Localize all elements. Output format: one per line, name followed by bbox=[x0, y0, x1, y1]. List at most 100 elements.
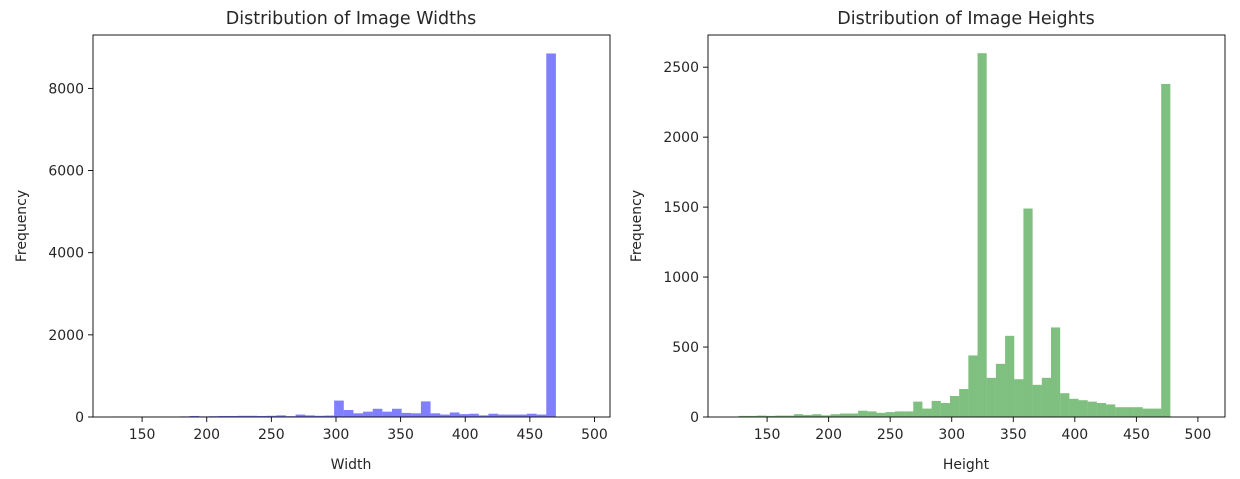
histogram-bar bbox=[228, 415, 238, 417]
histogram-bar bbox=[498, 414, 508, 417]
histogram-bar bbox=[266, 415, 277, 417]
histogram-bar bbox=[334, 400, 344, 417]
histogram-bar bbox=[449, 412, 460, 417]
histogram-bar bbox=[968, 355, 978, 417]
y-axis-label: Frequency bbox=[629, 190, 645, 262]
histogram-bar bbox=[738, 415, 748, 417]
histogram-bar bbox=[546, 53, 556, 417]
histogram-bar bbox=[894, 411, 905, 417]
histogram-bar bbox=[986, 377, 996, 417]
histogram-bar bbox=[1005, 335, 1015, 417]
x-tick-label: 400 bbox=[452, 427, 479, 443]
y-tick-label: 8000 bbox=[48, 81, 84, 97]
y-tick-label: 2500 bbox=[663, 60, 699, 76]
histogram-bar bbox=[1069, 398, 1079, 417]
x-tick-label: 250 bbox=[258, 427, 285, 443]
y-tick-label: 2000 bbox=[48, 328, 84, 344]
histogram-bar bbox=[830, 414, 840, 417]
x-tick-label: 350 bbox=[387, 427, 414, 443]
histogram-bar bbox=[1014, 379, 1024, 417]
histogram-bar bbox=[536, 414, 547, 417]
histogram-bar bbox=[430, 413, 441, 417]
x-tick-label: 450 bbox=[1123, 427, 1150, 443]
histogram-bar bbox=[372, 408, 383, 417]
y-tick-label: 500 bbox=[672, 340, 699, 356]
histogram-bar bbox=[324, 415, 335, 417]
histogram-bar bbox=[257, 415, 267, 417]
histogram-bar bbox=[401, 412, 412, 417]
y-tick-label: 0 bbox=[690, 410, 699, 426]
histogram-bar bbox=[757, 415, 767, 417]
y-tick-label: 1000 bbox=[663, 270, 699, 286]
x-tick-label: 500 bbox=[581, 427, 608, 443]
y-tick-label: 2000 bbox=[663, 130, 699, 146]
histogram-bar bbox=[1023, 208, 1033, 417]
x-tick-label: 350 bbox=[1000, 427, 1027, 443]
histogram-bar bbox=[1032, 384, 1042, 417]
histogram-bar bbox=[1060, 393, 1070, 417]
histogram-bar bbox=[295, 414, 306, 417]
y-axis-ticks: 0 500 1000 1500 2000 2500 bbox=[663, 60, 708, 426]
histogram-bar bbox=[420, 401, 431, 417]
histogram-bar bbox=[876, 412, 886, 417]
histogram-bar bbox=[276, 415, 286, 417]
histogram-bar bbox=[1142, 408, 1152, 417]
histogram-bar bbox=[839, 413, 849, 417]
x-axis-label: Width bbox=[331, 457, 372, 473]
histogram-bar bbox=[469, 413, 479, 417]
histogram-bar bbox=[305, 415, 315, 417]
histogram-bar bbox=[821, 415, 831, 417]
histogram-bar bbox=[392, 408, 402, 417]
histogram-bar bbox=[1124, 407, 1134, 417]
histogram-bar bbox=[218, 415, 229, 417]
x-tick-label: 300 bbox=[323, 427, 350, 443]
histogram-bar bbox=[1152, 408, 1162, 417]
histogram-bar bbox=[885, 412, 895, 417]
histogram-bar bbox=[1133, 407, 1143, 417]
histogram-bar bbox=[812, 414, 822, 417]
histogram-bar bbox=[1078, 400, 1088, 417]
x-tick-label: 400 bbox=[1061, 427, 1088, 443]
histogram-bar bbox=[940, 403, 950, 417]
histogram-bar bbox=[931, 400, 941, 417]
histogram-bar bbox=[1087, 401, 1097, 417]
histogram-bar bbox=[1041, 377, 1051, 417]
histogram-bar bbox=[314, 415, 325, 417]
histogram-bar bbox=[803, 414, 813, 417]
histogram-bar bbox=[775, 415, 785, 417]
y-axis-ticks: 0 2000 4000 6000 8000 bbox=[48, 81, 93, 426]
histogram-bar bbox=[1096, 403, 1107, 417]
histogram-bar bbox=[517, 414, 527, 417]
x-tick-label: 500 bbox=[1185, 427, 1212, 443]
histogram-bar bbox=[913, 401, 923, 417]
x-axis-ticks: 150 200 250 300 350 400 450 500 bbox=[129, 417, 608, 443]
histogram-bar bbox=[507, 414, 518, 417]
plot-frame bbox=[92, 34, 611, 418]
histogram-bar bbox=[247, 415, 258, 417]
histogram-bar bbox=[459, 414, 470, 417]
y-tick-label: 6000 bbox=[48, 164, 84, 180]
chart-title: Distribution of Image Heights bbox=[837, 9, 1094, 29]
x-tick-label: 200 bbox=[193, 427, 220, 443]
histogram-bar bbox=[382, 411, 392, 417]
histogram-bar bbox=[1106, 404, 1116, 417]
histogram-bar bbox=[353, 413, 364, 417]
y-axis-label: Frequency bbox=[14, 190, 30, 262]
histogram-bar bbox=[1115, 407, 1125, 417]
width-histogram: Distribution of Image Widths 150 200 250 30… bbox=[14, 9, 611, 473]
x-tick-label: 300 bbox=[938, 427, 965, 443]
x-axis-label: Height bbox=[943, 457, 990, 473]
histogram-bar bbox=[1050, 327, 1061, 417]
x-tick-label: 250 bbox=[877, 427, 904, 443]
histogram-bar bbox=[977, 53, 987, 417]
x-axis-ticks: 150 200 250 300 350 400 450 500 bbox=[754, 417, 1212, 443]
histogram-bar bbox=[189, 415, 200, 417]
y-tick-label: 1500 bbox=[663, 200, 699, 216]
height-histogram: Distribution of Image Heights 150 200 250 3… bbox=[629, 9, 1226, 473]
plot-frame bbox=[707, 34, 1226, 418]
histogram-bar bbox=[478, 415, 489, 417]
x-tick-label: 150 bbox=[129, 427, 156, 443]
histogram-bar bbox=[995, 363, 1006, 417]
histogram-bar bbox=[747, 415, 758, 417]
